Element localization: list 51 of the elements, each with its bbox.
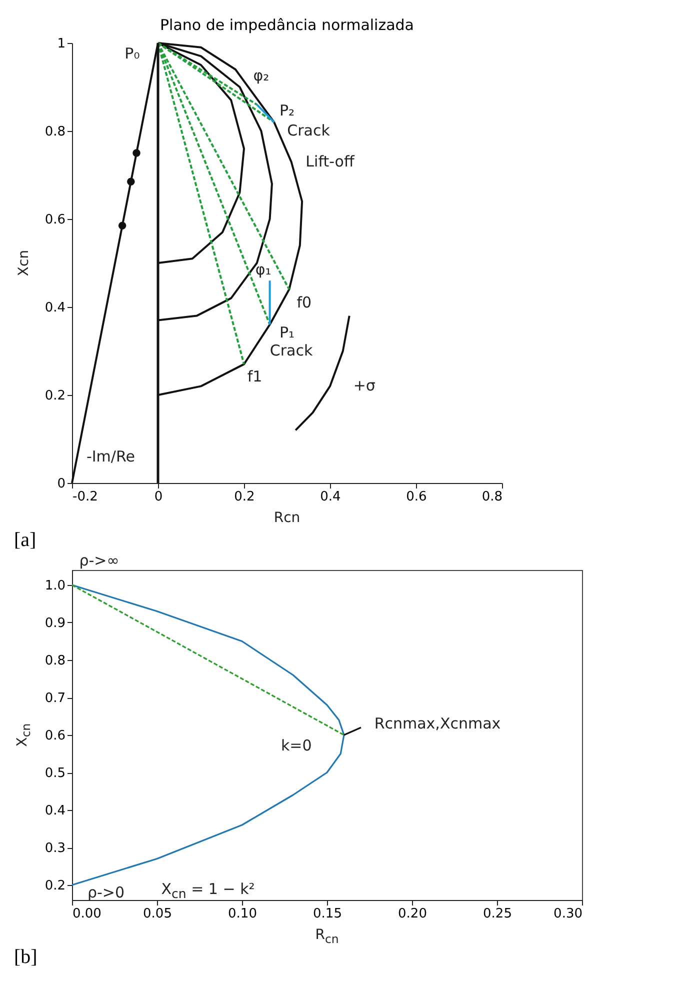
annotation: P₂	[279, 102, 295, 120]
annotation: k=0	[280, 736, 312, 755]
x-tick-label: 0.6	[406, 490, 427, 504]
x-tick-label: -0.2	[72, 490, 98, 504]
text: [a]	[14, 529, 38, 552]
annotation: X$_{cn}$ = 1 − k²	[161, 879, 255, 900]
y-tick-label: 0.2	[44, 388, 66, 404]
annotation: Crack	[287, 122, 330, 140]
y-tick-label: 0.6	[44, 212, 66, 228]
annotation: φ₂	[253, 66, 270, 84]
x-tick-label: 0.15	[313, 906, 342, 922]
text: [b]	[14, 946, 38, 969]
x-tick-label: 0.20	[398, 906, 427, 922]
annotation: -Im/Re	[86, 447, 135, 466]
y-tick-label: 0.8	[44, 124, 66, 140]
annotation: Rcnmax,Xcnmax	[374, 714, 501, 732]
x-tick-label: 0.4	[320, 490, 341, 504]
x-tick-label: 0.10	[228, 906, 257, 922]
annotation: Crack	[270, 342, 313, 360]
annotation: f1	[247, 368, 262, 386]
y-tick-label: 0	[57, 476, 66, 492]
y-tick-label: 0.2	[44, 878, 66, 894]
x-tick-label: 0.30	[554, 906, 582, 922]
y-tick-label: 0.3	[44, 841, 66, 856]
annotation: +σ	[353, 376, 376, 395]
y-tick-label: 0.6	[44, 728, 66, 744]
y-tick-label: 0.9	[44, 616, 66, 631]
x-tick-label: 0.05	[143, 906, 172, 922]
x-tick-label: 0.2	[234, 490, 255, 504]
y-tick-label: 1	[57, 36, 66, 52]
y-tick-label: 0.4	[44, 300, 66, 316]
x-tick-label: 0.8	[482, 490, 502, 504]
x-axis-title: R$_{cn}$	[315, 927, 339, 946]
annotation: P₀	[124, 44, 140, 62]
y-tick-label: 0.5	[44, 766, 66, 781]
y-tick-label: 0.7	[44, 691, 66, 706]
y-tick-label: 0.8	[44, 654, 66, 668]
chart-title: Plano de impedância normalizada	[160, 16, 414, 34]
annotation: ρ->0	[87, 883, 125, 901]
text: ρ->∞	[79, 551, 120, 570]
x-tick-label: 0.25	[483, 906, 512, 922]
y-tick-label: 0.4	[44, 804, 66, 818]
annotation: Lift-off	[306, 152, 354, 170]
annotation: f0	[296, 293, 312, 312]
x-axis-title: Rcn	[274, 510, 300, 526]
annotation: φ₁	[255, 260, 272, 278]
y-axis-title: Xcn	[16, 250, 32, 276]
y-tick-label: 1.0	[44, 578, 66, 594]
x-tick-label: 0.00	[72, 906, 102, 922]
annotation: P₁	[279, 324, 295, 342]
x-tick-label: 0	[154, 490, 163, 504]
